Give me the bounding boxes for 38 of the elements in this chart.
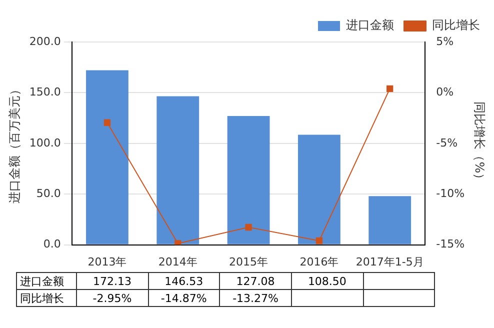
y2-tick-label: 5% bbox=[436, 34, 454, 48]
y-tick-label: 100.0 bbox=[29, 136, 61, 150]
data-label: 172.13 bbox=[76, 272, 148, 290]
point bbox=[104, 119, 111, 126]
y-tick-label: 0.0 bbox=[43, 238, 61, 251]
data-label: 108.50 bbox=[291, 272, 364, 290]
y-axis-title: 进口金额（百万美元） bbox=[7, 83, 22, 204]
bar bbox=[86, 70, 128, 244]
y-tick-label: 50.0 bbox=[36, 186, 61, 200]
x-tick-label: 2016年 bbox=[300, 255, 339, 268]
bar bbox=[227, 116, 270, 244]
text: 进口金额 bbox=[20, 274, 64, 288]
x-tick-label: 2013年 bbox=[88, 255, 127, 268]
point bbox=[316, 237, 323, 244]
data-label: -13.27% bbox=[220, 290, 292, 306]
data-label: -2.95% bbox=[76, 290, 148, 306]
x-tick-label: 2015年 bbox=[229, 255, 268, 268]
y-tick-label: 200.0 bbox=[29, 34, 61, 48]
point bbox=[386, 85, 394, 92]
text: 同比增长 bbox=[20, 292, 64, 304]
legend-label: 同比增长 bbox=[432, 18, 480, 32]
y2-axis-title: 同比增长（%） bbox=[472, 102, 487, 186]
bar bbox=[368, 196, 412, 244]
y2-tick-label: -5% bbox=[436, 136, 458, 150]
legend-label: 进口金额 bbox=[346, 18, 394, 32]
point bbox=[245, 224, 252, 231]
data-label: 127.08 bbox=[220, 272, 292, 290]
y2-tick-label: -10% bbox=[436, 186, 465, 200]
x-tick-label: 2017年1-5月 bbox=[356, 255, 424, 268]
data-label: -14.87% bbox=[148, 290, 220, 306]
y2-tick-label: 0% bbox=[436, 86, 454, 99]
x-tick-label: 2014年 bbox=[158, 255, 198, 268]
point bbox=[174, 240, 182, 245]
y2-tick-label: -15% bbox=[436, 238, 465, 251]
y-tick-label: 150.0 bbox=[29, 86, 61, 99]
bar bbox=[298, 134, 340, 244]
data-label: 146.53 bbox=[148, 272, 220, 290]
bar bbox=[156, 96, 200, 244]
